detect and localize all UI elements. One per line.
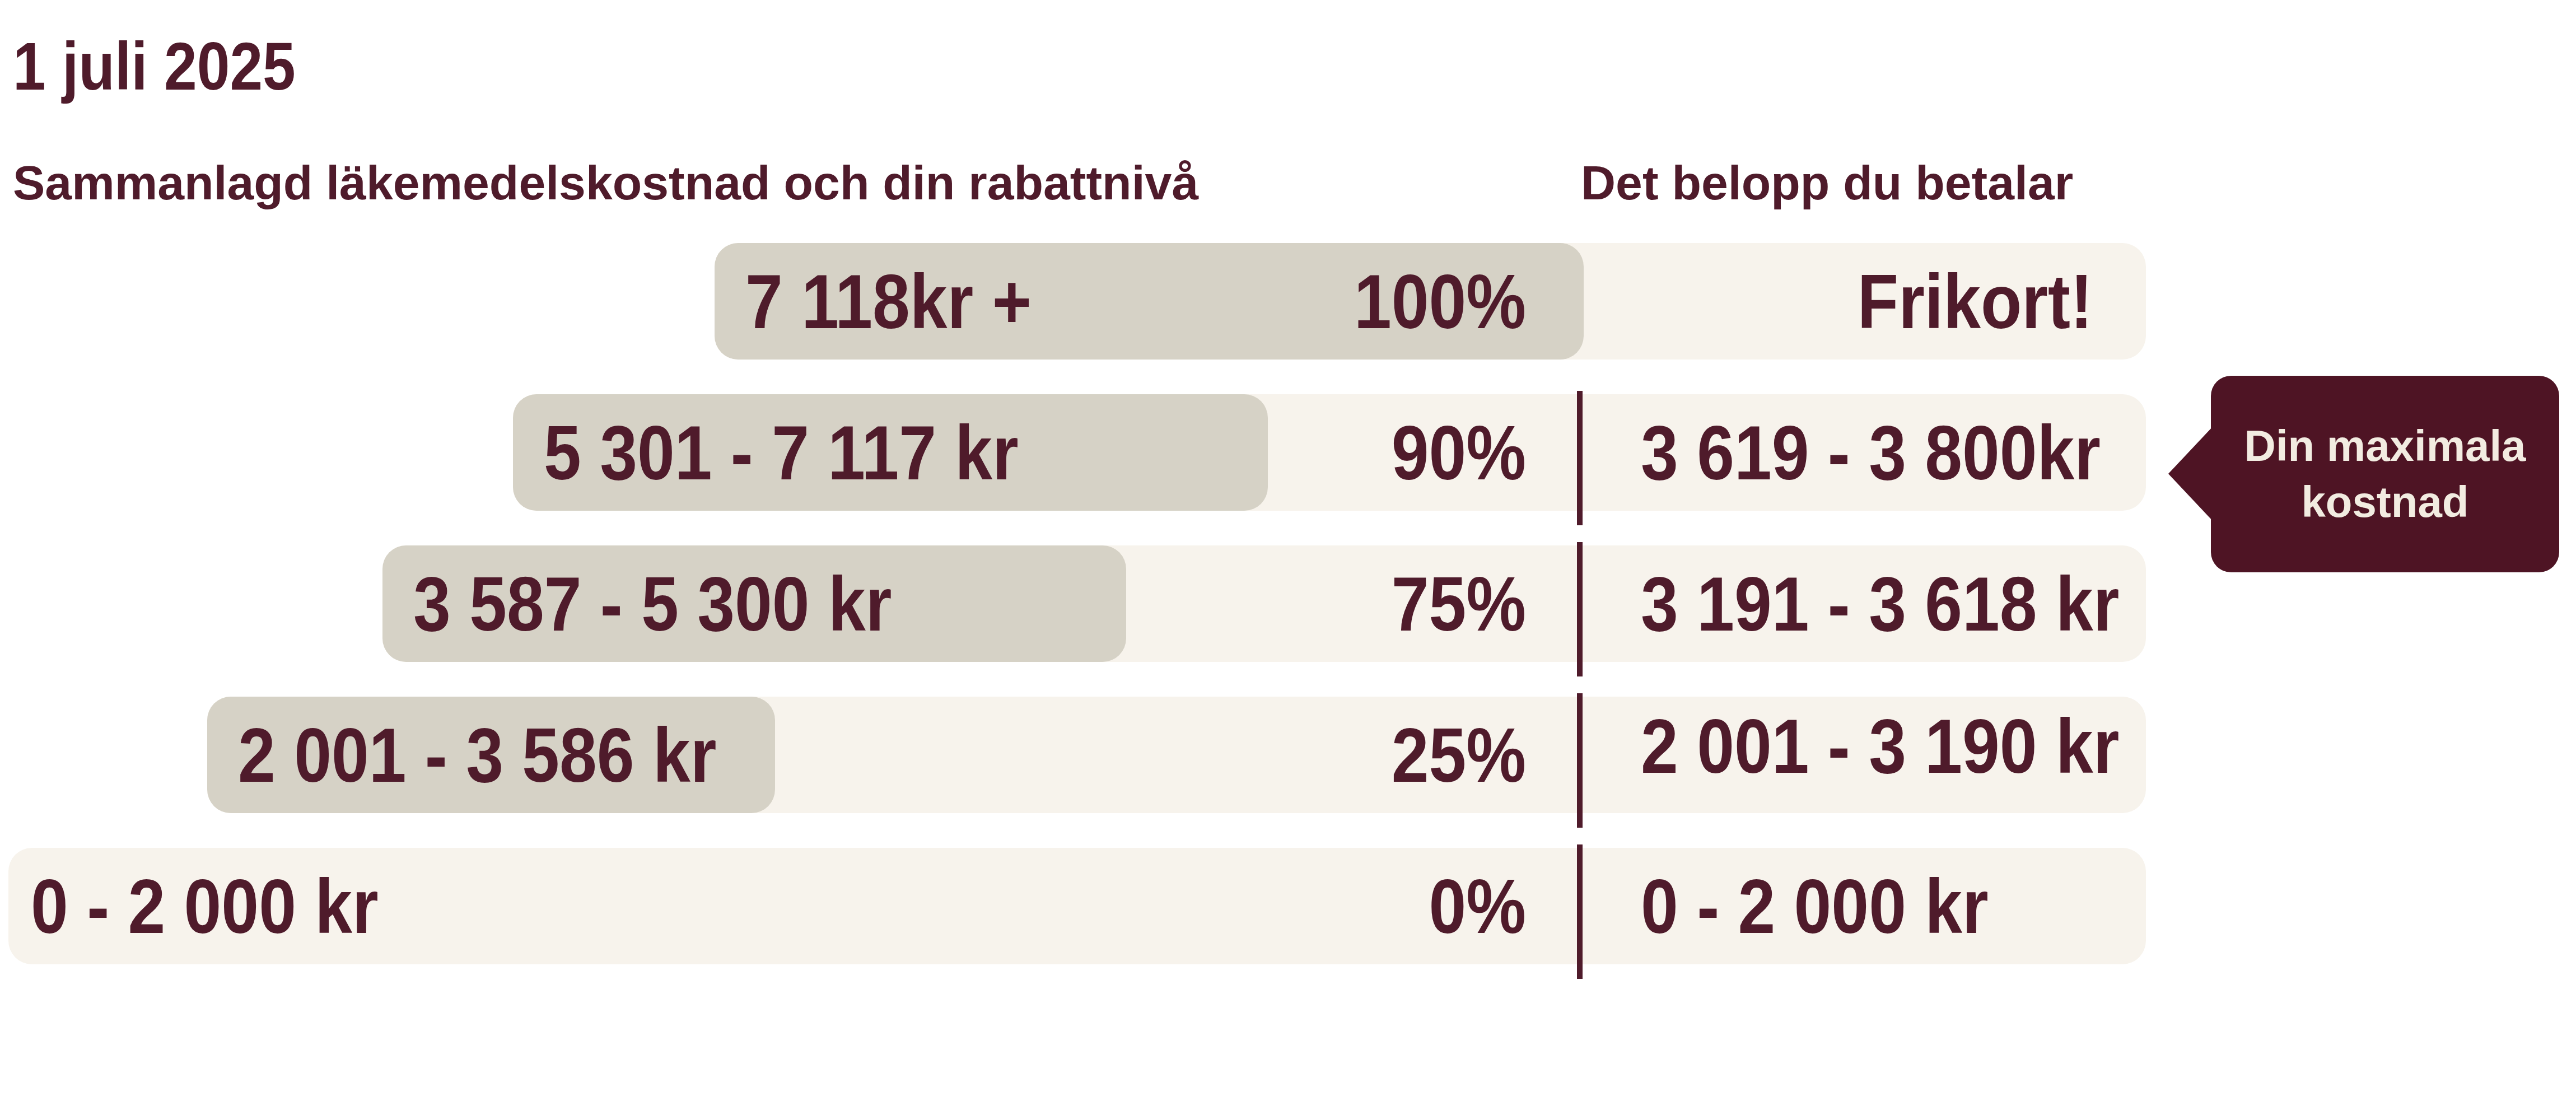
cost-range-label: 7 118kr + [745, 243, 1032, 360]
tier-row-75: 3 587 - 5 300 kr 75% 3 191 - 3 618 kr [0, 545, 2576, 662]
tier-row-25: 2 001 - 3 586 kr 25% 2 001 - 3 190 kr [0, 697, 2576, 813]
column-divider-line [1577, 844, 1583, 979]
discount-label: 100% [1343, 243, 1526, 360]
column-divider-line [1577, 391, 1583, 525]
discount-label: 90% [1343, 394, 1526, 511]
payment-amount: 3 619 - 3 800kr [1641, 394, 2101, 511]
infographic-canvas: 1 juli 2025 Sammanlagd läkemedelskostnad… [0, 0, 2576, 1106]
cost-range-label: 5 301 - 7 117 kr [544, 394, 1019, 511]
left-column-header: Sammanlagd läkemedelskostnad och din rab… [13, 158, 1198, 207]
column-divider-line [1577, 542, 1583, 676]
payment-amount: 3 191 - 3 618 kr [1641, 545, 2119, 662]
right-column-header: Det belopp du betalar [1581, 158, 2073, 207]
payment-amount: 0 - 2 000 kr [1641, 848, 1989, 964]
discount-label: 25% [1343, 697, 1526, 813]
tier-row-0: 0 - 2 000 kr 0% 0 - 2 000 kr [0, 848, 2576, 964]
payment-amount: 2 001 - 3 190 kr [1641, 688, 2119, 804]
column-divider-line [1577, 693, 1583, 828]
cost-range-label: 0 - 2 000 kr [31, 848, 379, 964]
cost-range-label: 3 587 - 5 300 kr [413, 545, 892, 662]
cost-range-label: 2 001 - 3 586 kr [238, 697, 716, 813]
date-title: 1 juli 2025 [13, 32, 296, 100]
payment-amount: Frikort! [1700, 243, 2093, 360]
callout-arrow-icon [2168, 426, 2213, 521]
discount-label: 75% [1343, 545, 1526, 662]
tier-row-100: 7 118kr + 100% Frikort! [0, 243, 2576, 360]
discount-label: 0% [1343, 848, 1526, 964]
max-cost-callout: Din maximala kostnad [2211, 376, 2559, 572]
